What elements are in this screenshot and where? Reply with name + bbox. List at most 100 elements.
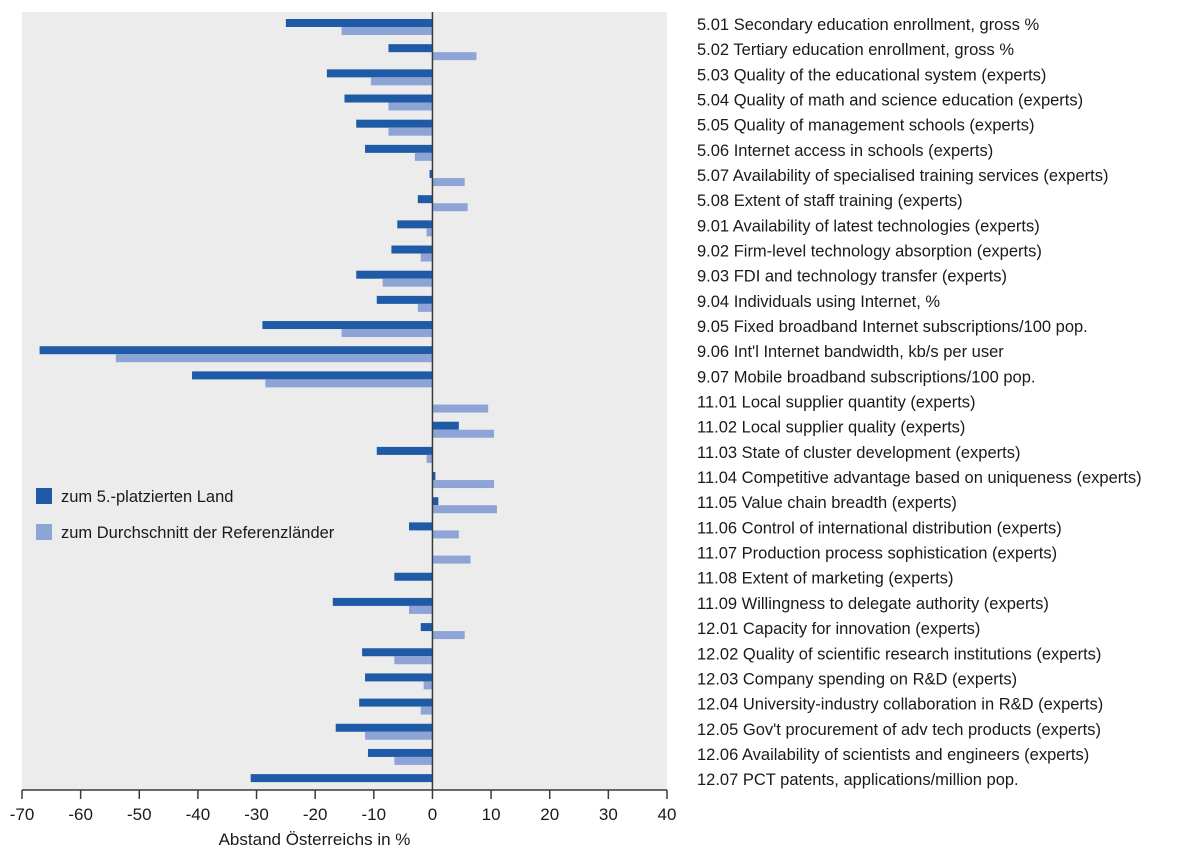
category-label: 11.04 Competitive advantage based on uni… bbox=[697, 469, 1142, 487]
bar-reference-avg-3 bbox=[388, 102, 433, 111]
x-ticks-group: -70 -60 -50 -40 -30 -20 -10 0 10 20 30 40 bbox=[10, 790, 677, 824]
category-label: 11.03 State of cluster development (expe… bbox=[697, 444, 1020, 462]
category-label: 12.04 University-industry collaboration … bbox=[697, 696, 1103, 714]
category-label: 12.02 Quality of scientific research ins… bbox=[697, 645, 1101, 663]
category-label: 5.01 Secondary education enrollment, gro… bbox=[697, 16, 1039, 34]
bar-5th-place-28 bbox=[335, 723, 433, 732]
bar-reference-avg-4 bbox=[388, 127, 433, 136]
bar-5th-place-11 bbox=[376, 295, 433, 304]
x-tick-label: 0 bbox=[428, 805, 437, 824]
bar-5th-place-19 bbox=[432, 497, 439, 506]
bar-reference-avg-2 bbox=[370, 77, 433, 86]
x-tick-label: -50 bbox=[127, 805, 152, 824]
bar-reference-avg-8 bbox=[426, 228, 433, 237]
category-label: 5.05 Quality of management schools (expe… bbox=[697, 117, 1035, 135]
bar-reference-avg-1 bbox=[432, 52, 477, 61]
x-tick-label: -30 bbox=[244, 805, 269, 824]
x-axis-title: Abstand Österreichs in % bbox=[219, 830, 411, 849]
category-label: 11.07 Production process sophistication … bbox=[697, 545, 1057, 563]
x-tick-label: 30 bbox=[599, 805, 618, 824]
category-label: 11.01 Local supplier quantity (experts) bbox=[697, 394, 976, 412]
category-label: 5.06 Internet access in schools (experts… bbox=[697, 142, 993, 160]
bar-reference-avg-16 bbox=[432, 429, 495, 438]
category-label: 5.03 Quality of the educational system (… bbox=[697, 66, 1046, 84]
bar-reference-avg-21 bbox=[432, 555, 471, 564]
bar-5th-place-14 bbox=[192, 371, 433, 380]
bar-5th-place-23 bbox=[332, 597, 433, 606]
category-label: 12.03 Company spending on R&D (experts) bbox=[697, 670, 1017, 688]
bar-5th-place-27 bbox=[359, 698, 433, 707]
bar-reference-avg-19 bbox=[432, 505, 497, 514]
x-tick-label: 20 bbox=[540, 805, 559, 824]
bar-reference-avg-29 bbox=[394, 756, 433, 765]
bar-5th-place-24 bbox=[420, 623, 433, 632]
bar-5th-place-4 bbox=[356, 119, 433, 128]
category-label: 12.05 Gov't procurement of adv tech prod… bbox=[697, 721, 1101, 739]
bar-reference-avg-17 bbox=[426, 454, 433, 463]
bar-5th-place-1 bbox=[388, 44, 433, 53]
bar-5th-place-20 bbox=[409, 522, 433, 531]
category-label: 12.07 PCT patents, applications/million … bbox=[697, 771, 1019, 789]
bar-reference-avg-9 bbox=[420, 253, 433, 262]
legend-label: zum 5.-platzierten Land bbox=[61, 488, 233, 506]
category-labels-group: 5.01 Secondary education enrollment, gro… bbox=[697, 16, 1142, 789]
bar-5th-place-22 bbox=[394, 572, 433, 581]
bar-5th-place-10 bbox=[356, 270, 433, 279]
bar-5th-place-29 bbox=[367, 748, 433, 757]
bar-reference-avg-18 bbox=[432, 480, 495, 489]
bar-reference-avg-11 bbox=[417, 303, 433, 312]
x-tick-label: -10 bbox=[362, 805, 387, 824]
bar-5th-place-18 bbox=[432, 472, 436, 481]
category-label: 9.04 Individuals using Internet, % bbox=[697, 293, 940, 311]
bar-reference-avg-15 bbox=[432, 404, 489, 413]
category-label: 11.08 Extent of marketing (experts) bbox=[697, 570, 953, 588]
bar-reference-avg-5 bbox=[414, 152, 433, 161]
bar-5th-place-5 bbox=[365, 144, 433, 153]
category-label: 11.09 Willingness to delegate authority … bbox=[697, 595, 1049, 613]
bar-5th-place-17 bbox=[376, 446, 433, 455]
category-label: 9.05 Fixed broadband Internet subscripti… bbox=[697, 318, 1088, 336]
bar-reference-avg-14 bbox=[265, 379, 433, 388]
bar-reference-avg-24 bbox=[432, 631, 465, 640]
bar-5th-place-30 bbox=[250, 774, 433, 783]
bar-reference-avg-26 bbox=[423, 681, 433, 690]
bar-reference-avg-13 bbox=[115, 354, 433, 363]
category-label: 9.01 Availability of latest technologies… bbox=[697, 217, 1040, 235]
legend-swatch bbox=[36, 524, 52, 540]
bar-reference-avg-6 bbox=[432, 178, 465, 187]
category-label: 11.06 Control of international distribut… bbox=[697, 519, 1062, 537]
category-label: 11.02 Local supplier quality (experts) bbox=[697, 419, 965, 437]
bar-reference-avg-12 bbox=[341, 329, 433, 338]
x-tick-label: 40 bbox=[658, 805, 677, 824]
x-tick-label: -20 bbox=[303, 805, 328, 824]
bar-5th-place-16 bbox=[432, 421, 459, 430]
bar-5th-place-8 bbox=[397, 220, 433, 229]
bar-reference-avg-7 bbox=[432, 203, 468, 212]
x-tick-label: -40 bbox=[186, 805, 211, 824]
bar-reference-avg-28 bbox=[365, 731, 433, 740]
bar-5th-place-12 bbox=[262, 321, 433, 330]
bar-5th-place-25 bbox=[362, 648, 433, 657]
category-label: 5.02 Tertiary education enrollment, gros… bbox=[697, 41, 1014, 59]
bar-reference-avg-20 bbox=[432, 530, 459, 539]
x-tick-label: -60 bbox=[68, 805, 93, 824]
legend: zum 5.-platzierten Land zum Durchschnitt … bbox=[36, 488, 335, 542]
category-label: 9.02 Firm-level technology absorption (e… bbox=[697, 243, 1042, 261]
category-label: 5.07 Availability of specialised trainin… bbox=[697, 167, 1108, 185]
category-label: 5.04 Quality of math and science educati… bbox=[697, 92, 1083, 110]
x-tick-label: 10 bbox=[482, 805, 501, 824]
plot-background bbox=[22, 12, 667, 790]
legend-label: zum Durchschnitt der Referenzländer bbox=[61, 524, 335, 542]
bar-reference-avg-0 bbox=[341, 27, 433, 35]
x-tick-label: -70 bbox=[10, 805, 35, 824]
category-label: 11.05 Value chain breadth (experts) bbox=[697, 494, 957, 512]
category-label: 9.06 Int'l Internet bandwidth, kb/s per … bbox=[697, 343, 1004, 361]
bar-5th-place-13 bbox=[39, 346, 433, 355]
bar-reference-avg-10 bbox=[382, 278, 433, 287]
bar-reference-avg-27 bbox=[420, 706, 433, 715]
bar-5th-place-0 bbox=[285, 19, 433, 27]
bar-reference-avg-25 bbox=[394, 656, 433, 665]
category-label: 5.08 Extent of staff training (experts) bbox=[697, 192, 963, 210]
category-label: 9.03 FDI and technology transfer (expert… bbox=[697, 268, 1007, 286]
